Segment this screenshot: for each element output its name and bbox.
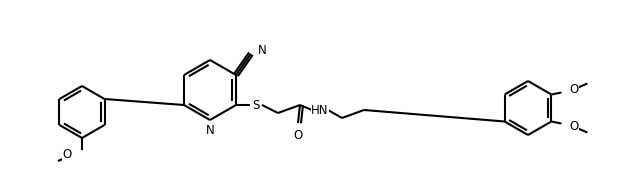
Text: O: O [294,129,302,142]
Text: S: S [252,98,260,111]
Text: O: O [570,83,578,96]
Text: O: O [63,148,72,161]
Text: HN: HN [311,103,329,116]
Text: N: N [205,124,214,137]
Text: N: N [258,44,266,57]
Text: O: O [570,120,578,133]
